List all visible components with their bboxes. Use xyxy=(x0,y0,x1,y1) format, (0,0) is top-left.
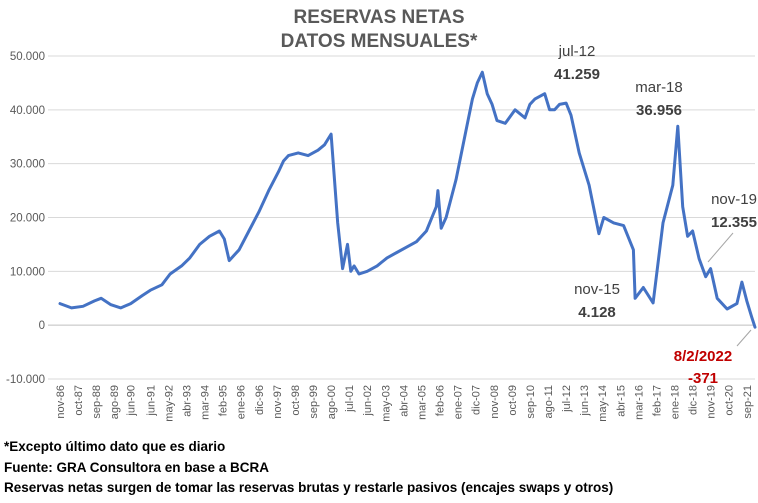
x-tick-label: feb-95 xyxy=(218,385,230,416)
chart-title: RESERVAS NETAS xyxy=(293,7,465,28)
x-tick-label: abr-15 xyxy=(615,385,627,417)
annotation-date: nov-15 xyxy=(574,281,620,298)
x-tick-label: sep-99 xyxy=(308,385,320,419)
x-tick-label: mar-94 xyxy=(200,385,212,420)
y-tick-label: 0 xyxy=(39,320,45,332)
footnotes: *Excepto último dato que es diario Fuent… xyxy=(4,437,613,499)
leader-line xyxy=(736,329,752,347)
y-tick-label: 30.000 xyxy=(10,159,45,171)
x-tick-label: ene-18 xyxy=(669,385,681,419)
x-tick-label: jul-12 xyxy=(561,385,573,413)
x-tick-label: ago-89 xyxy=(109,385,121,419)
annotation-date: 8/2/2022 xyxy=(674,348,732,365)
x-tick-label: oct-09 xyxy=(507,385,519,416)
x-tick-label: oct-98 xyxy=(290,385,302,416)
annotation-value: -371 xyxy=(688,370,718,387)
x-tick-label: nov-86 xyxy=(55,385,67,419)
x-tick-label: may-92 xyxy=(163,385,175,422)
x-tick-label: abr-04 xyxy=(398,385,410,417)
annotation-date: mar-18 xyxy=(635,79,683,96)
annotation-value: 41.259 xyxy=(554,66,600,83)
annotation-value: 12.355 xyxy=(711,214,757,231)
x-tick-label: jul-01 xyxy=(344,385,356,413)
series-group xyxy=(58,70,757,329)
annotations-group: jul-12 41.259 mar-18 36.956 nov-19 12.355 nov-… xyxy=(554,43,757,387)
leader-line xyxy=(707,232,734,263)
x-tick-label: feb-06 xyxy=(435,385,447,416)
x-tick-label: ago-00 xyxy=(326,385,338,419)
x-tick-label: nov-97 xyxy=(272,385,284,419)
x-tick-label: dic-18 xyxy=(688,385,700,415)
x-tick-label: oct-87 xyxy=(73,385,85,416)
annotation-value: 4.128 xyxy=(578,304,616,321)
x-tick-label: dic-07 xyxy=(471,385,483,415)
x-tick-label: may-14 xyxy=(597,385,609,422)
footnote-source: Fuente: GRA Consultora en base a BCRA xyxy=(4,459,270,475)
x-tick-label: jun-02 xyxy=(362,385,374,417)
x-tick-label: jun-90 xyxy=(126,385,138,417)
x-tick-label: sep-88 xyxy=(91,385,103,419)
x-tick-label: nov-08 xyxy=(489,385,501,419)
x-tick-label: jun-13 xyxy=(579,385,591,417)
x-tick-label: nov-19 xyxy=(706,385,718,419)
x-tick-label: abr-93 xyxy=(182,385,194,417)
x-tick-label: feb-17 xyxy=(651,385,663,416)
y-tick-label: 40.000 xyxy=(10,105,45,117)
gridlines xyxy=(48,55,755,380)
chart-subtitle: DATOS MENSUALES* xyxy=(280,31,478,52)
x-tick-label: ene-96 xyxy=(236,385,248,419)
x-tick-label: mar-16 xyxy=(633,385,645,420)
y-tick-label: 50.000 xyxy=(10,51,45,63)
x-tick-label: sep-10 xyxy=(525,385,537,419)
x-tick-label: mar-05 xyxy=(416,385,428,420)
series-line xyxy=(58,70,757,329)
x-tick-label: may-03 xyxy=(380,385,392,422)
x-tick-label: sep-21 xyxy=(742,385,754,419)
x-tick-label: dic-96 xyxy=(254,385,266,415)
annotation-date: nov-19 xyxy=(711,191,757,208)
y-tick-label: -10.000 xyxy=(6,374,45,386)
x-axis-ticks: nov-86 oct-87 sep-88 ago-89 jun-90 jun-91 may-… xyxy=(55,385,754,422)
y-tick-label: 10.000 xyxy=(10,266,45,278)
x-tick-label: ago-11 xyxy=(543,385,555,418)
footnote-daily: *Excepto último dato que es diario xyxy=(4,439,226,454)
footnote-definition: Reservas netas surgen de tomar las reser… xyxy=(4,480,614,495)
x-tick-label: oct-20 xyxy=(724,385,736,416)
x-tick-label: jun-91 xyxy=(145,385,157,417)
y-tick-label: 20.000 xyxy=(10,213,45,225)
y-axis-ticks: -10.000 0 10.000 20.000 30.000 40.000 50.000 xyxy=(6,51,45,386)
annotation-date: jul-12 xyxy=(558,43,596,60)
x-tick-label: ene-07 xyxy=(453,385,465,419)
annotation-value: 36.956 xyxy=(636,102,682,119)
